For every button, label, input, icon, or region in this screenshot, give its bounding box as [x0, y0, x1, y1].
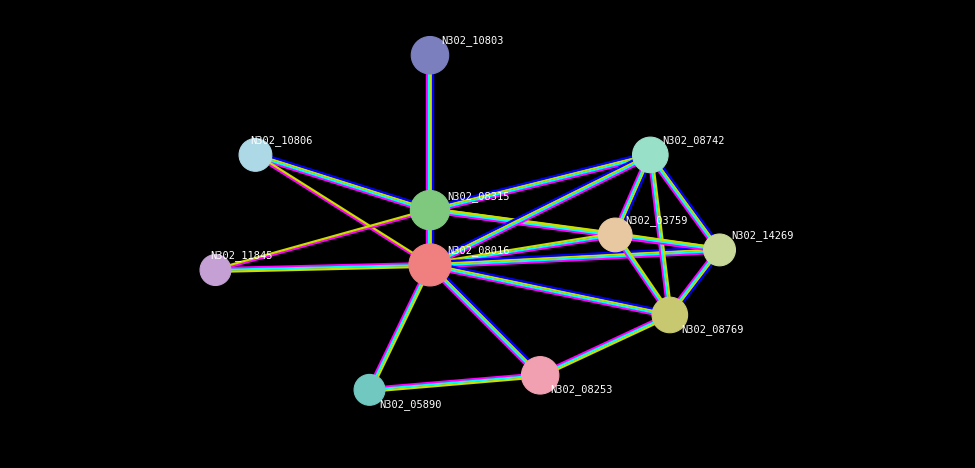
Ellipse shape: [522, 357, 559, 394]
Text: N302_08769: N302_08769: [682, 324, 744, 335]
Text: N302_08253: N302_08253: [550, 384, 612, 395]
Ellipse shape: [200, 255, 231, 285]
Ellipse shape: [354, 374, 385, 405]
Ellipse shape: [239, 139, 272, 171]
Text: N302_05890: N302_05890: [379, 399, 442, 410]
Text: N302_08016: N302_08016: [448, 246, 510, 256]
Text: N302_08315: N302_08315: [448, 191, 510, 202]
Text: N302_08742: N302_08742: [662, 135, 724, 146]
Text: N302_03759: N302_03759: [625, 215, 687, 226]
Ellipse shape: [704, 234, 735, 266]
Text: N302_10806: N302_10806: [251, 135, 313, 146]
Ellipse shape: [409, 244, 451, 286]
Ellipse shape: [599, 218, 632, 252]
Ellipse shape: [410, 190, 449, 230]
Text: N302_10803: N302_10803: [442, 35, 504, 46]
Text: N302_14269: N302_14269: [731, 230, 794, 241]
Ellipse shape: [411, 37, 448, 74]
Text: N302_11845: N302_11845: [211, 250, 273, 261]
Ellipse shape: [652, 297, 687, 333]
Ellipse shape: [633, 137, 668, 173]
